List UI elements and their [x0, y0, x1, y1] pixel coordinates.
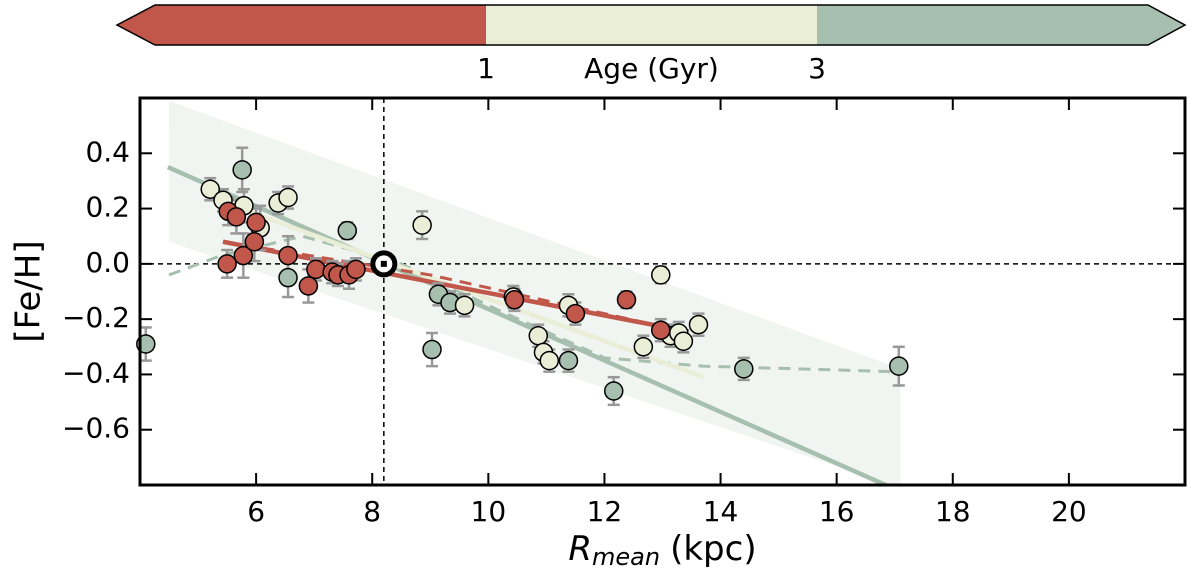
confidence-band [169, 100, 901, 488]
data-point [422, 339, 442, 360]
data-point [346, 259, 366, 280]
data-point [651, 265, 671, 285]
y-tick-label: 0.4 [85, 135, 130, 168]
colorbar-label: Age (Gyr) [584, 52, 719, 85]
data-point [565, 303, 586, 324]
colorbar-segment [117, 5, 486, 45]
x-label-unit: (kpc) [670, 529, 757, 569]
y-tick-label: −0.2 [62, 301, 130, 334]
data-point [278, 245, 298, 266]
colorbar-segment [817, 5, 1185, 45]
x-axis-label: Rmean (kpc) [568, 529, 756, 572]
y-tick-label: 0.2 [85, 191, 130, 224]
data-point [412, 215, 432, 235]
data-point [633, 337, 654, 357]
x-label-subscript: mean [592, 543, 660, 571]
data-point [244, 231, 265, 252]
colorbar-tick-label: 1 [477, 52, 495, 85]
data-point [217, 254, 237, 274]
data-point [688, 314, 709, 335]
y-axis-label: [Fe/H] [9, 240, 49, 342]
x-tick-label: 16 [819, 495, 855, 528]
data-point [528, 325, 549, 346]
x-tick-label: 18 [935, 495, 971, 528]
data-point [200, 179, 220, 199]
data-point [226, 207, 247, 227]
x-tick-label: 20 [1051, 495, 1087, 528]
data-point [651, 320, 671, 340]
x-label-symbol: R [568, 529, 592, 569]
data-point [278, 267, 298, 288]
y-tick-label: −0.4 [62, 356, 130, 389]
data-point [232, 160, 252, 180]
data-point [734, 359, 754, 379]
colorbar-segment [486, 5, 817, 45]
data-point [889, 356, 909, 376]
x-tick-label: 8 [363, 495, 381, 528]
data-point [278, 187, 298, 208]
data-point [539, 350, 560, 371]
data-point [558, 350, 579, 371]
data-point [233, 245, 254, 266]
y-tick-label: 0.0 [85, 246, 130, 279]
data-point [246, 212, 266, 233]
x-tick-label: 14 [703, 495, 739, 528]
fit-line [166, 165, 892, 485]
data-point [603, 381, 624, 401]
data-point [337, 220, 358, 241]
colorbar-tick-label: 3 [808, 52, 826, 85]
data-point [298, 276, 319, 296]
sun-center [380, 260, 387, 267]
x-tick-label: 12 [587, 495, 623, 528]
data-point [673, 331, 694, 352]
x-tick-label: 10 [471, 495, 507, 528]
plot-frame [138, 96, 1187, 487]
y-tick-label: −0.6 [62, 412, 130, 445]
data-point [504, 290, 525, 310]
colorbar-outline [115, 4, 1187, 46]
x-tick-label: 6 [247, 495, 265, 528]
data-point [306, 259, 326, 280]
data-point [616, 290, 637, 310]
data-point [454, 295, 475, 316]
